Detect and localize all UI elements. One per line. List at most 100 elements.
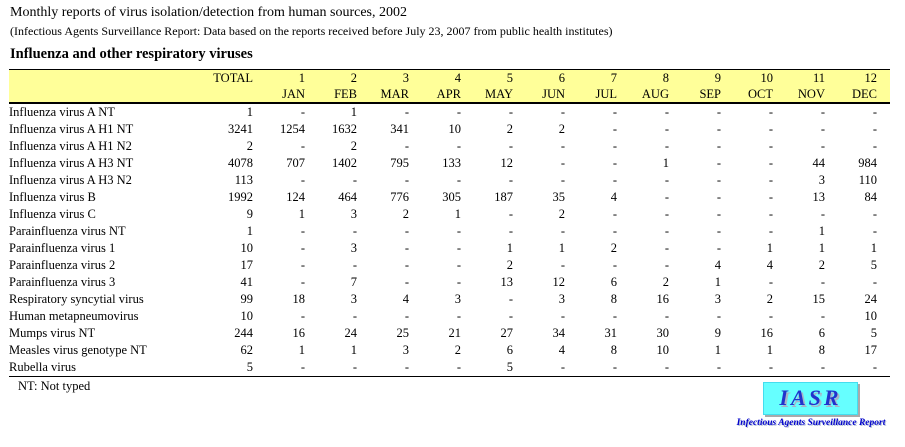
month-value-cell: - — [404, 224, 409, 238]
month-value-cell: 6 — [506, 343, 513, 357]
month-value-cell: - — [716, 105, 721, 119]
total-cell: 41 — [240, 275, 254, 289]
month-value-cell: - — [664, 224, 669, 238]
month-value-cell: 1 — [506, 241, 513, 255]
month-value-cell: - — [456, 105, 461, 119]
total-cell: 2 — [246, 139, 253, 153]
month-value-cell: 2 — [402, 207, 409, 221]
table-row: Parainfluenza virus 3 41 - 7 - - 13 12 6 2 1 - - - — [9, 274, 890, 291]
month-name-header: APR — [409, 86, 461, 104]
month-value-cell: - — [300, 258, 305, 272]
month-value-cell: - — [404, 105, 409, 119]
month-name-header: NOV — [773, 86, 825, 104]
month-value-cell: 27 — [500, 326, 514, 340]
month-value-cell: - — [664, 241, 669, 255]
month-value-cell: - — [820, 105, 825, 119]
virus-name-cell: Parainfluenza virus 3 — [9, 275, 116, 289]
month-value-cell: 3 — [818, 173, 825, 187]
month-value-cell: 3 — [350, 292, 357, 306]
month-value-cell: 10 — [448, 122, 462, 136]
month-value-cell: 44 — [812, 156, 826, 170]
month-value-cell: - — [716, 139, 721, 153]
month-value-cell: - — [404, 275, 409, 289]
month-value-cell: - — [612, 122, 617, 136]
month-value-cell: 10 — [864, 309, 878, 323]
month-value-cell: 9 — [714, 326, 721, 340]
month-value-cell: 30 — [656, 326, 670, 340]
month-value-cell: 776 — [390, 190, 409, 204]
month-value-cell: 2 — [558, 207, 565, 221]
virus-report-table: TOTAL 1 2 3 4 5 6 7 8 9 10 11 12 JAN FEB MAR APR MAY JUN… — [9, 69, 890, 377]
virus-name-cell: Influenza virus A H3 NT — [9, 156, 134, 170]
month-value-cell: - — [404, 139, 409, 153]
month-value-cell: 4 — [558, 343, 565, 357]
month-name-header: FEB — [305, 86, 357, 104]
month-value-cell: 16 — [292, 326, 306, 340]
month-value-cell: - — [352, 224, 357, 238]
month-value-cell: - — [721, 359, 773, 377]
month-value-cell: 110 — [858, 173, 877, 187]
month-value-cell: 133 — [442, 156, 461, 170]
month-value-cell: - — [820, 275, 825, 289]
month-value-cell: 2 — [506, 258, 513, 272]
month-value-cell: 35 — [552, 190, 566, 204]
month-value-cell: - — [664, 173, 669, 187]
iasr-logo[interactable]: IASR — [763, 382, 858, 415]
table-row: Mumps virus NT 244 16 24 25 21 27 34 31 30 9 16 6 5 — [9, 325, 890, 342]
table-body: Influenza virus A NT 1-1- - - - - - - - - - Influen… — [9, 103, 890, 377]
table-row: Influenza virus B 1992 124 464 776 305 187 35 4 -… — [9, 189, 890, 206]
month-value-cell: 13 — [812, 190, 826, 204]
month-number-header: 6 — [513, 69, 565, 86]
month-value-cell: 8 — [610, 292, 617, 306]
month-value-cell: 8 — [610, 343, 617, 357]
row-spacer — [877, 206, 890, 223]
month-number-header: 5 — [461, 69, 513, 86]
month-value-cell: - — [352, 309, 357, 323]
month-value-cell: 16 — [656, 292, 670, 306]
month-name-header: JUL — [565, 86, 617, 104]
month-value-cell: 6 — [818, 326, 825, 340]
month-name-header: OCT — [721, 86, 773, 104]
month-value-cell: - — [456, 224, 461, 238]
month-number-header: 2 — [305, 69, 357, 86]
month-value-cell: 34 — [552, 326, 566, 340]
row-spacer — [877, 291, 890, 308]
month-value-cell: 1 — [818, 224, 825, 238]
month-value-cell: 1 — [714, 343, 721, 357]
month-value-cell: 2 — [454, 343, 461, 357]
month-number-header: 9 — [669, 69, 721, 86]
month-value-cell: 4 — [714, 258, 721, 272]
month-number-header: 1 — [253, 69, 305, 86]
month-value-cell: 2 — [506, 122, 513, 136]
month-value-cell: - — [820, 139, 825, 153]
month-value-cell: - — [872, 275, 877, 289]
month-number-header: 10 — [721, 69, 773, 86]
row-spacer — [877, 155, 890, 172]
total-cell: 99 — [240, 292, 254, 306]
month-value-cell: - — [617, 359, 669, 377]
total-cell: 3241 — [228, 122, 253, 136]
month-value-cell: 3 — [350, 207, 357, 221]
month-value-cell: 2 — [610, 241, 617, 255]
month-value-cell: - — [560, 156, 565, 170]
total-cell: 10 — [240, 309, 254, 323]
month-value-cell: 17 — [864, 343, 878, 357]
month-value-cell: 1 — [350, 105, 357, 119]
month-value-cell: - — [300, 275, 305, 289]
table-row: Influenza virus A H1 NT 3241 1254 1632 341 10… — [9, 121, 890, 138]
month-value-cell: 5 — [870, 326, 877, 340]
row-spacer — [877, 223, 890, 240]
month-value-cell: - — [612, 173, 617, 187]
month-value-cell: - — [456, 139, 461, 153]
month-number-header: 4 — [409, 69, 461, 86]
total-cell: 244 — [234, 326, 253, 340]
virus-name-cell: Influenza virus A H3 N2 — [9, 173, 132, 187]
month-value-cell: - — [560, 139, 565, 153]
month-value-cell: 2 — [662, 275, 669, 289]
table-row: Rubella virus 5- - - -5- - - - - - - — [9, 359, 890, 377]
month-value-cell: 3 — [402, 343, 409, 357]
month-value-cell: - — [612, 309, 617, 323]
month-value-cell: - — [560, 224, 565, 238]
month-value-cell: 21 — [448, 326, 462, 340]
table-row: Influenza virus A H1 N2 2 - 2 - - - - - - - - - - — [9, 138, 890, 155]
